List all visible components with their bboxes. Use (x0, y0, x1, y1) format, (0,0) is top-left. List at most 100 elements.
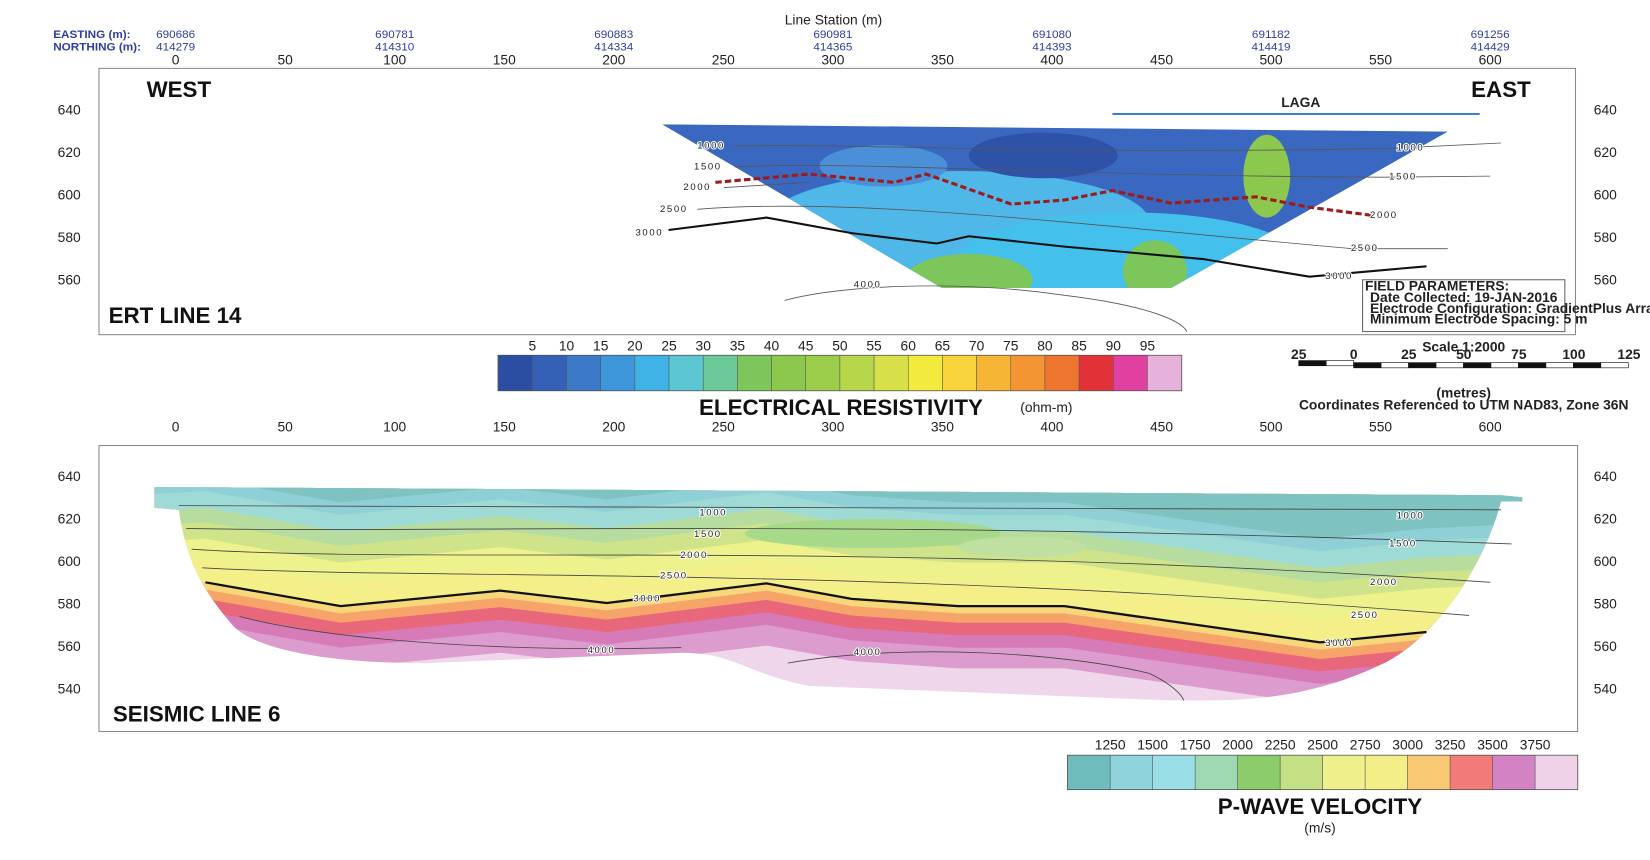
station-label: 350 (931, 53, 954, 68)
station-label: 300 (821, 53, 844, 68)
resistivity-swatch (497, 355, 533, 391)
station-label: 200 (602, 420, 625, 435)
seismic-frame (98, 445, 1579, 733)
velocity-swatch (1449, 755, 1493, 790)
seismic-section (154, 486, 1523, 701)
seismic-zone (745, 519, 1001, 549)
elevation-label: 560 (1594, 273, 1617, 288)
elevation-label: 620 (1594, 145, 1617, 160)
resistivity-swatch (1078, 355, 1114, 391)
velocity-tick-label: 3500 (1477, 738, 1508, 753)
contour-label: 3000 (1325, 638, 1353, 649)
station-label: 150 (493, 420, 516, 435)
velocity-swatch (1322, 755, 1366, 790)
resistivity-tick-label: 40 (764, 339, 780, 354)
ert-zone (968, 132, 1118, 179)
ert-dashed-boundary (715, 172, 1374, 218)
resistivity-tick-label: 75 (1003, 339, 1019, 354)
contour-label: 1000 (699, 507, 727, 518)
contour-label: 3000 (1325, 271, 1353, 282)
contour-label: 4000 (588, 645, 616, 656)
contour-label: 2500 (1351, 243, 1379, 254)
scale-bar-segment (1353, 362, 1382, 369)
station-label: 350 (931, 420, 954, 435)
resistivity-tick-label: 55 (866, 339, 882, 354)
scale-bar-segment (1408, 362, 1437, 369)
resistivity-tick-label: 65 (935, 339, 951, 354)
field-parameters-title: FIELD PARAMETERS: (1365, 279, 1509, 294)
scale-unit: (metres) (1436, 385, 1491, 400)
contour-label: 2500 (660, 204, 688, 215)
contour-label: 1000 (1397, 511, 1425, 522)
velocity-tick-label: 3750 (1520, 738, 1551, 753)
station-label: 500 (1259, 53, 1282, 68)
seismic-contour (191, 548, 1491, 583)
scale-bar-segment (1463, 362, 1492, 369)
ert-3000-line (668, 216, 1427, 278)
contour (734, 164, 1491, 178)
resistivity-swatch (805, 355, 841, 391)
scale-bar-segment (1573, 362, 1602, 369)
contour (723, 181, 810, 188)
station-label: 400 (1040, 53, 1063, 68)
station-label: 550 (1369, 420, 1392, 435)
velocity-tick-label: 1750 (1180, 738, 1211, 753)
station-label: 250 (712, 53, 735, 68)
northing: 414334 (594, 42, 634, 54)
resistivity-tick-label: 90 (1106, 339, 1122, 354)
northing: 414279 (156, 42, 195, 54)
resistivity-tick-label: 85 (1071, 339, 1087, 354)
contour-label: 2000 (680, 550, 708, 561)
station-label: 50 (277, 53, 293, 68)
resistivity-swatch (839, 355, 875, 391)
station-label: 150 (493, 53, 516, 68)
resistivity-tick-label: 45 (798, 339, 814, 354)
elevation-label: 560 (58, 273, 81, 288)
easting: 690981 (813, 29, 852, 41)
resistivity-tick-label: 10 (559, 339, 575, 354)
scale-note: Coordinates Referenced to UTM NAD83, Zon… (1299, 398, 1629, 413)
elevation-label: 600 (58, 554, 81, 569)
velocity-swatch (1279, 755, 1323, 790)
station-label: 50 (277, 420, 293, 435)
scale-bar-segment (1518, 362, 1547, 369)
velocity-tick-label: 1250 (1095, 738, 1126, 753)
seismic-3000-line (205, 581, 1427, 644)
seismic-contour (787, 651, 1185, 701)
resistivity-swatch (873, 355, 909, 391)
ert-zone (1123, 240, 1187, 289)
seismic-contour (202, 567, 1470, 616)
elevation-label: 640 (58, 103, 81, 118)
resistivity-swatch (771, 355, 806, 391)
contour-label: 1500 (694, 161, 722, 172)
field-parameter: Date Collected: 19-JAN-2016 (1370, 290, 1558, 305)
scale-bar-segment (1490, 362, 1519, 369)
station-label: 600 (1479, 420, 1502, 435)
velocity-unit: (m/s) (1304, 821, 1335, 836)
resistivity-tick-label: 35 (730, 339, 746, 354)
resistivity-swatch (668, 355, 704, 391)
seismic-zone (958, 536, 1086, 558)
velocity-tick-label: 2000 (1222, 738, 1253, 753)
velocity-tick-label: 3250 (1435, 738, 1466, 753)
easting: 690781 (375, 29, 414, 41)
contour (697, 205, 1448, 250)
station-label: 550 (1369, 53, 1392, 68)
velocity-swatch (1237, 755, 1281, 790)
scale-bar-segment (1435, 362, 1464, 369)
station-label: 450 (1150, 420, 1173, 435)
laga-label: LAGA (1281, 95, 1320, 110)
resistivity-title: ELECTRICAL RESISTIVITY (699, 395, 983, 420)
contour-label: 4000 (854, 280, 882, 291)
velocity-tick-label: 1500 (1137, 738, 1168, 753)
elevation-label: 640 (1594, 103, 1617, 118)
velocity-swatch (1534, 755, 1578, 790)
contour-label: 1500 (694, 529, 722, 540)
easting: 690686 (156, 29, 195, 41)
station-label: 0 (172, 53, 180, 68)
line-station-title: Line Station (m) (785, 12, 883, 27)
easting: 690883 (594, 29, 633, 41)
scale-bar-segment (1380, 362, 1409, 369)
resistivity-swatch (1113, 355, 1148, 391)
resistivity-swatch (1010, 355, 1046, 391)
